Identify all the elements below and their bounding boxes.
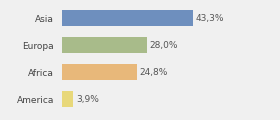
Bar	[62, 37, 147, 53]
Bar	[62, 91, 73, 107]
Text: 3,9%: 3,9%	[76, 95, 99, 104]
Text: 24,8%: 24,8%	[139, 68, 168, 77]
Text: 28,0%: 28,0%	[149, 41, 178, 50]
Text: 43,3%: 43,3%	[196, 14, 224, 23]
Bar	[62, 10, 193, 27]
Bar	[62, 64, 137, 80]
